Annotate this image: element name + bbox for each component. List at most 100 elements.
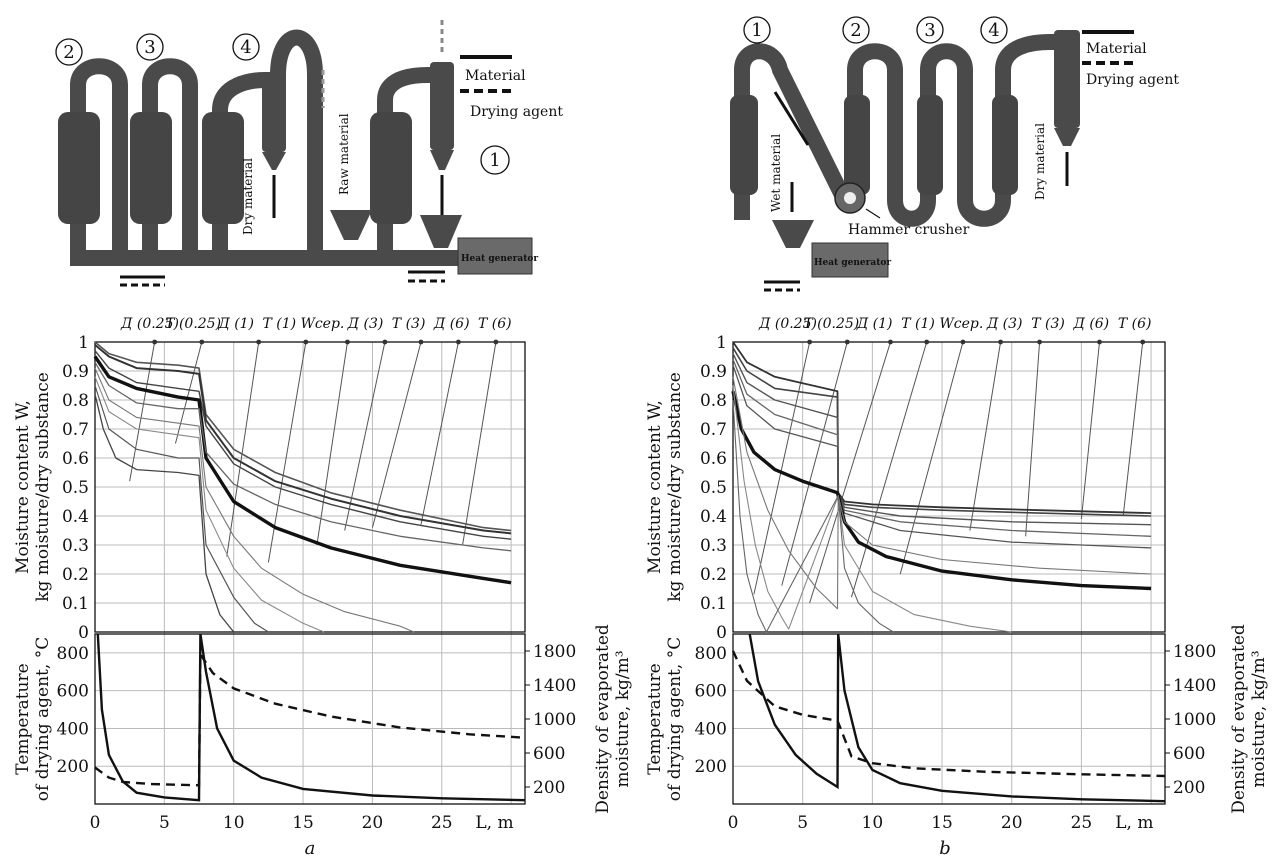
svg-text:2: 2 [850,20,861,41]
leader-line [267,341,307,563]
leader-dot [807,339,813,345]
density-tick-label: 200 [1173,778,1205,798]
diagonal-arrow-b [773,91,810,146]
density-tick-label: 600 [533,744,565,764]
stage-circle-b-3: 3 [916,16,944,44]
curve-label: Wcep. [300,316,344,332]
x-tick-label: 25 [1071,813,1093,833]
moisture-tick-label: 0.3 [62,536,89,556]
leader-line [1080,341,1101,519]
temperature-plot-frame [94,633,526,805]
curve-label: Wcep. [939,316,983,332]
drying-agent-label-b: Drying agent [1086,72,1179,88]
leader-dot [345,339,350,345]
moisture-axis-title-2: kg moisture/dry substance [665,372,685,602]
density-axis-title: Density of evaporated [593,624,613,814]
temperature-tick-label: 200 [57,757,89,777]
leader-line [1122,341,1144,517]
moisture-tick-label: 0.4 [700,507,727,527]
moisture-curve [93,355,512,585]
moisture-tick-label: 0.5 [700,478,727,498]
curve-label: Д (0.25) [120,316,179,332]
temperature-tick-label: 800 [695,644,727,664]
svg-text:1: 1 [751,20,762,41]
temperature-plot-frame [732,633,1166,805]
moisture-curve [94,361,512,552]
density-tick-label: 1000 [1173,710,1216,730]
moisture-tick-label: 0 [716,623,727,643]
temperature-tick-label: 400 [57,719,89,739]
leader-line [462,341,497,546]
x-tick-label: 10 [862,813,884,833]
moisture-curve [732,376,1152,610]
feed-hopper [420,215,462,248]
curve-label: Д (1) [217,316,254,332]
cyclone-b-cone [1054,128,1080,146]
dryer-chamber-4 [202,112,244,224]
moisture-curve [732,399,894,633]
leader-dot [493,339,499,345]
panel-label-b: b [939,838,951,859]
leader-line [781,341,848,586]
duct-loop-3 [142,58,198,250]
heat-generator-b-label: Heat generator [814,258,891,268]
curve-label: T (1) [901,316,935,332]
leader-dot [456,339,461,345]
x-tick-label: 5 [159,813,170,833]
temperature-tick-label: 200 [695,757,727,777]
moisture-axis-title: Moisture content W, [645,400,665,574]
leader-dot [960,339,966,345]
leader-dot [152,339,158,345]
stage-circle-a-1: 2 [55,38,83,66]
moisture-tick-label: 0.3 [700,536,727,556]
leader-dot [199,339,205,345]
stage-circle-a-4: 1 [480,145,510,175]
dry-material-label-b: Dry material [1033,123,1047,200]
moisture-curve [94,376,325,633]
svg-text:2: 2 [63,42,74,63]
leader-line [371,341,422,528]
dry-material-label-a: Dry material [241,158,255,235]
x-tick-label: 15 [292,813,314,833]
moisture-axis-title: Moisture content W, [13,400,33,574]
x-tick-label: 15 [931,813,953,833]
leader-line [174,341,203,444]
curve-label: T (3) [1031,316,1065,332]
moisture-tick-label: 0.2 [62,565,89,585]
moisture-tick-label: 0.7 [62,420,89,440]
leader-dot [1140,339,1146,345]
curve-label: T (0.25) [803,316,859,332]
x-axis-label: L, m [475,813,513,833]
curve-label: T (6) [478,316,512,332]
duct-loop-2 [70,58,128,250]
stage-circle-b-1: 1 [743,16,771,44]
moisture-curve [732,385,1012,633]
leader-dot [844,339,850,345]
curve-label: T (1) [262,316,296,332]
moisture-curve [732,341,1152,514]
dryer-chamber-1 [370,112,412,224]
wet-material-label-b: Wet material [769,134,783,212]
moisture-curve [94,385,269,633]
x-tick-label: 20 [362,813,384,833]
curve-label: Д (3) [986,316,1023,332]
leader-dot [998,339,1003,345]
x-tick-label: 0 [90,813,101,833]
dryer-chamber-3 [130,112,172,224]
leader-dot [303,339,309,345]
density-curve [94,650,526,787]
heat-generator-a-label: Heat generator [461,254,538,264]
temperature-tick-label: 600 [57,682,89,702]
density-tick-label: 1800 [533,642,576,662]
cyclone-b [1054,30,1080,128]
density-curve [731,650,1166,778]
svg-text:3: 3 [924,20,935,41]
density-axis-title: Density of evaporated [1229,624,1249,814]
moisture-tick-label: 0.8 [700,391,727,411]
moisture-tick-label: 0.2 [700,565,727,585]
leader-dot [256,339,262,345]
temperature-axis-title: Temperature [645,663,665,774]
leader-line [316,341,348,546]
cyclone-1 [430,62,454,150]
